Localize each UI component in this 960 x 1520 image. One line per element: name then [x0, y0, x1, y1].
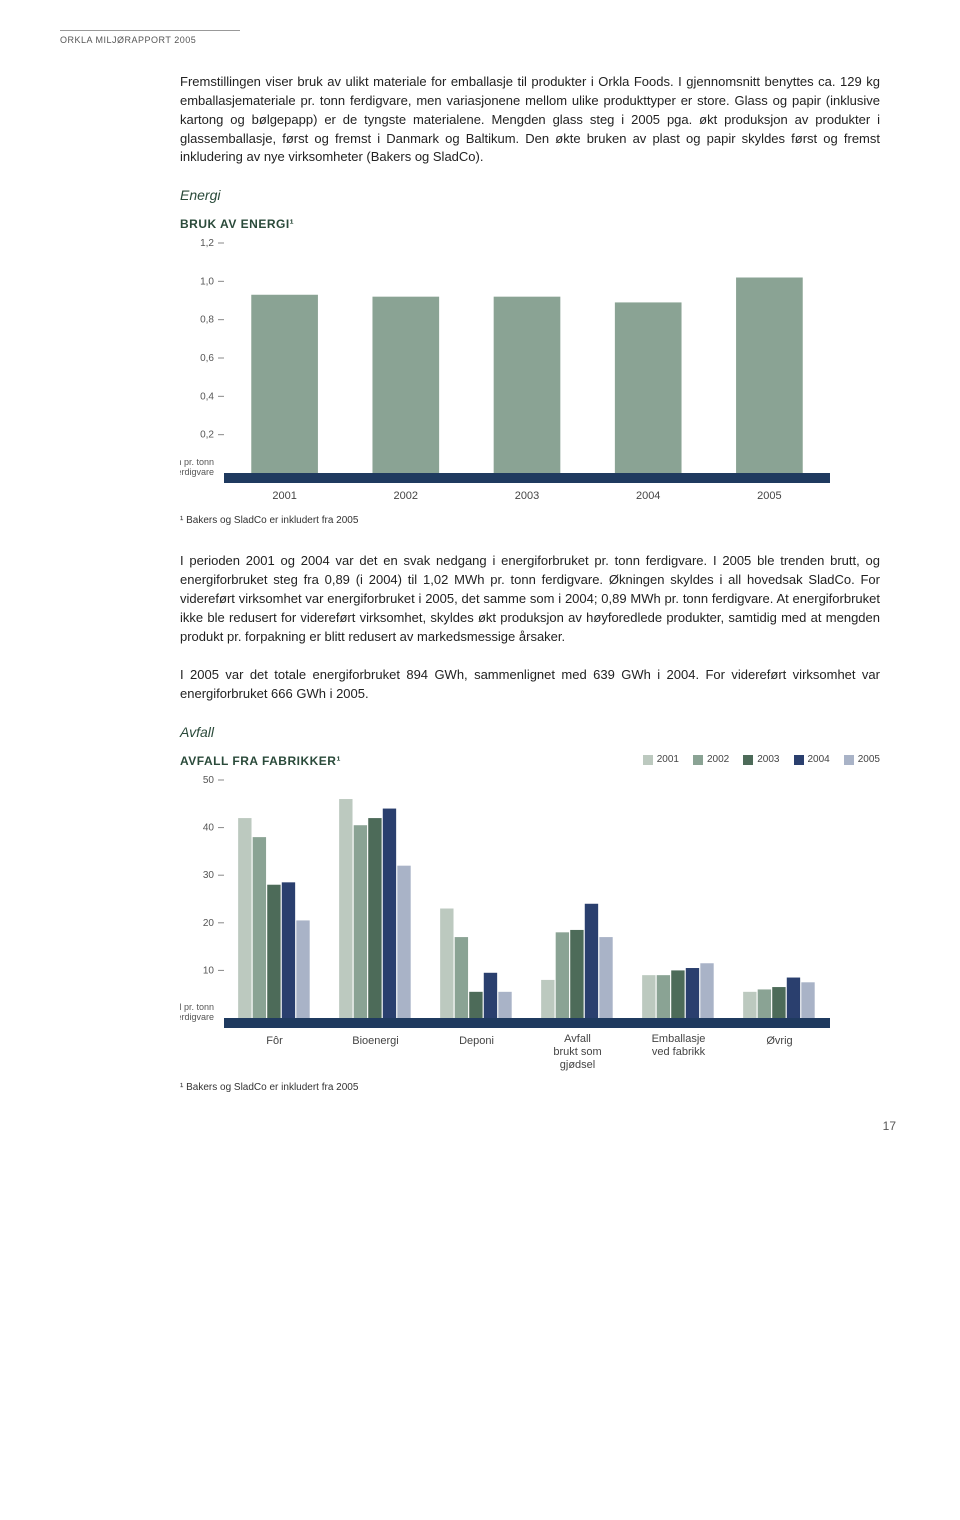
legend-swatch: [844, 755, 854, 765]
waste-chart: AVFALL FRA FABRIKKER¹ 200120022003200420…: [180, 754, 880, 1074]
svg-text:2005: 2005: [757, 490, 781, 502]
waste-chart-footnote: ¹ Bakers og SladCo er inkludert fra 2005: [180, 1082, 900, 1093]
svg-text:ved fabrikk: ved fabrikk: [652, 1046, 706, 1058]
svg-text:Bioenergi: Bioenergi: [352, 1035, 398, 1047]
paragraph-2: I perioden 2001 og 2004 var det en svak …: [180, 552, 880, 646]
paragraph-1: Fremstillingen viser bruk av ulikt mater…: [180, 73, 880, 167]
svg-text:Fôr: Fôr: [266, 1035, 283, 1047]
legend-item: 2003: [743, 754, 779, 765]
legend-label: 2004: [808, 754, 830, 765]
svg-text:Emballasje: Emballasje: [652, 1033, 706, 1045]
svg-text:40: 40: [203, 823, 215, 834]
section-heading-avfall: Avfall: [180, 724, 900, 740]
energy-chart-svg: 1,2 1,0 0,8 0,6 0,4 0,2 MWh pr. tonnferdigvare…: [180, 237, 840, 507]
legend-label: 2003: [757, 754, 779, 765]
svg-text:2002: 2002: [394, 490, 418, 502]
paragraph-3: I 2005 var det totale energiforbruket 89…: [180, 666, 880, 704]
svg-text:Deponi: Deponi: [459, 1035, 494, 1047]
legend-item: 2002: [693, 754, 729, 765]
energy-chart-title: BRUK AV ENERGI¹: [180, 217, 880, 231]
svg-text:Øvrig: Øvrig: [766, 1035, 792, 1047]
legend-label: 2002: [707, 754, 729, 765]
waste-chart-title: AVFALL FRA FABRIKKER¹: [180, 754, 341, 768]
svg-text:Avfall: Avfall: [564, 1033, 591, 1045]
svg-text:2003: 2003: [515, 490, 539, 502]
svg-text:1,0: 1,0: [200, 277, 214, 288]
svg-text:20: 20: [203, 918, 215, 929]
svg-text:0,6: 0,6: [200, 353, 214, 364]
legend-swatch: [743, 755, 753, 765]
energy-chart-footnote: ¹ Bakers og SladCo er inkludert fra 2005: [180, 515, 900, 526]
svg-text:2001: 2001: [272, 490, 296, 502]
svg-text:ferdigvare: ferdigvare: [180, 467, 214, 477]
svg-text:MWh pr. tonn: MWh pr. tonn: [180, 457, 214, 467]
energy-chart: BRUK AV ENERGI¹ 1,2 1,0 0,8 0,6 0,4 0,2 MWh pr…: [180, 217, 880, 507]
svg-text:0,8: 0,8: [200, 315, 214, 326]
svg-text:brukt som: brukt som: [553, 1046, 601, 1058]
legend-item: 2001: [643, 754, 679, 765]
svg-text:1,2: 1,2: [200, 238, 214, 249]
waste-chart-svg: 50 40 30 20 10 kg avfall pr. tonnferdigvare Fô…: [180, 774, 840, 1074]
legend-label: 2001: [657, 754, 679, 765]
svg-text:0,2: 0,2: [200, 430, 214, 441]
svg-text:kg avfall pr. tonn: kg avfall pr. tonn: [180, 1002, 214, 1012]
svg-text:50: 50: [203, 775, 215, 786]
document-header: ORKLA MILJØRAPPORT 2005: [60, 35, 900, 45]
legend-swatch: [794, 755, 804, 765]
section-heading-energi: Energi: [180, 187, 900, 203]
svg-text:2004: 2004: [636, 490, 660, 502]
legend-item: 2004: [794, 754, 830, 765]
legend-label: 2005: [858, 754, 880, 765]
page-number: 17: [60, 1119, 900, 1133]
svg-text:ferdigvare: ferdigvare: [180, 1012, 214, 1022]
svg-text:gjødsel: gjødsel: [560, 1059, 595, 1071]
legend-item: 2005: [844, 754, 880, 765]
waste-chart-legend: 2001 2002 2003 2004 2005: [643, 754, 880, 765]
svg-text:0,4: 0,4: [200, 392, 214, 403]
svg-text:10: 10: [203, 966, 215, 977]
legend-swatch: [643, 755, 653, 765]
legend-swatch: [693, 755, 703, 765]
svg-text:30: 30: [203, 870, 215, 881]
